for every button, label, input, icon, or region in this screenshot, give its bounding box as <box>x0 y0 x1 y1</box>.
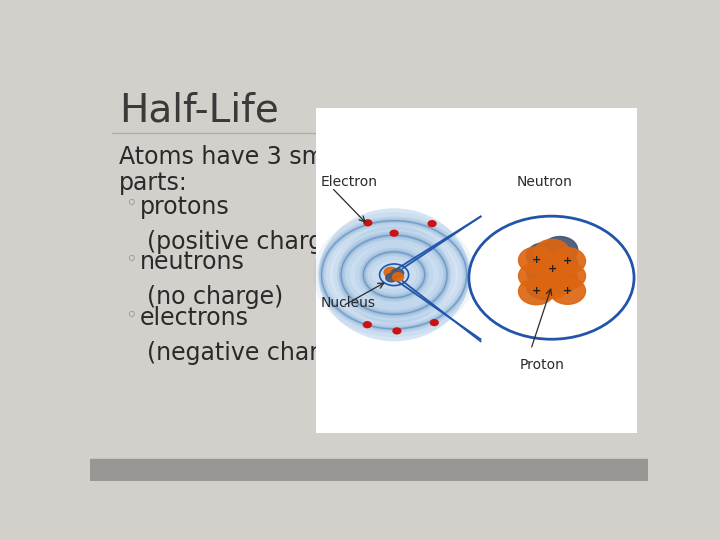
Ellipse shape <box>319 208 469 341</box>
Text: ◦: ◦ <box>125 194 136 213</box>
Text: electrons: electrons <box>140 306 249 330</box>
Text: (positive charge): (positive charge) <box>147 230 346 254</box>
Ellipse shape <box>338 225 450 325</box>
Text: Nucleus: Nucleus <box>320 295 375 309</box>
Circle shape <box>364 220 372 226</box>
Circle shape <box>542 237 577 263</box>
Circle shape <box>386 274 397 282</box>
Circle shape <box>518 278 554 305</box>
Circle shape <box>550 263 585 289</box>
Text: (negative charge): (negative charge) <box>147 341 357 365</box>
Circle shape <box>550 278 585 305</box>
Circle shape <box>534 256 570 282</box>
Text: Atoms have 3 small: Atoms have 3 small <box>119 145 352 168</box>
Text: ◦: ◦ <box>125 306 136 325</box>
Text: parts:: parts: <box>119 171 188 195</box>
Circle shape <box>518 247 554 274</box>
Circle shape <box>469 216 634 339</box>
Circle shape <box>526 273 562 299</box>
Circle shape <box>534 239 570 266</box>
Circle shape <box>364 322 372 328</box>
Circle shape <box>526 258 562 285</box>
Circle shape <box>534 272 570 299</box>
Text: Half-Life: Half-Life <box>119 92 279 130</box>
Circle shape <box>431 320 438 326</box>
Circle shape <box>384 267 397 277</box>
Text: +: + <box>563 286 572 296</box>
Bar <box>90 459 648 481</box>
Text: Neutron: Neutron <box>517 175 572 189</box>
Circle shape <box>393 328 401 334</box>
Circle shape <box>392 273 404 281</box>
Text: +: + <box>532 255 541 265</box>
Circle shape <box>542 267 577 293</box>
Circle shape <box>392 268 404 278</box>
Text: +: + <box>547 265 557 274</box>
Text: protons: protons <box>140 194 230 219</box>
Text: +: + <box>563 256 572 266</box>
Circle shape <box>428 221 436 227</box>
Circle shape <box>390 230 398 236</box>
Text: +: + <box>532 286 541 296</box>
Text: neutrons: neutrons <box>140 250 245 274</box>
Bar <box>316 109 636 433</box>
Circle shape <box>526 243 562 269</box>
Text: (no charge): (no charge) <box>147 285 283 309</box>
Text: Proton: Proton <box>520 358 564 372</box>
Text: ◦: ◦ <box>125 250 136 269</box>
Text: Electron: Electron <box>320 175 377 189</box>
Circle shape <box>542 251 577 278</box>
Circle shape <box>518 263 554 289</box>
Circle shape <box>550 248 585 274</box>
